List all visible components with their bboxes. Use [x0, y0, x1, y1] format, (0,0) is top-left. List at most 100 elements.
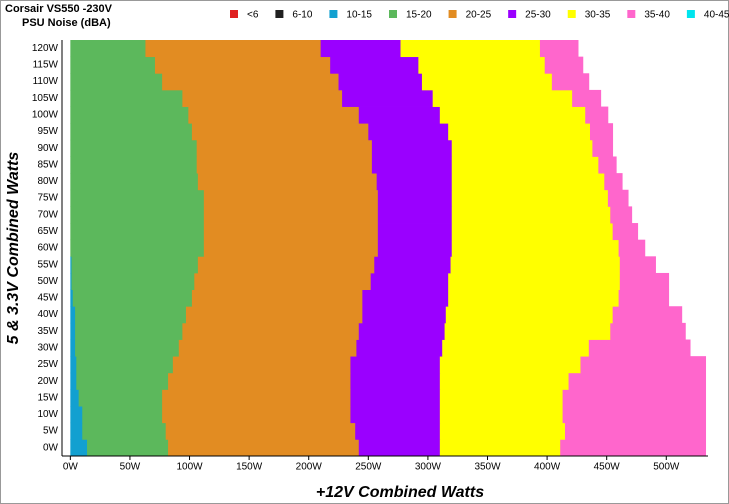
- legend-label: 15-20: [406, 10, 432, 21]
- bar-segment: [400, 40, 541, 58]
- bar-segment: [168, 372, 351, 390]
- bar-segment: [444, 322, 611, 340]
- bar-segment: [448, 289, 620, 307]
- bar-segment: [592, 139, 614, 157]
- bar-segment: [70, 306, 76, 324]
- bar-segment: [356, 339, 443, 357]
- bar-segment: [72, 289, 193, 307]
- legend-label: 10-15: [346, 10, 372, 21]
- bar-segment: [203, 239, 379, 257]
- bar-segment: [451, 139, 593, 157]
- bar-segment: [371, 156, 453, 174]
- x-tick-label: 150W: [236, 462, 263, 473]
- bar-segment: [568, 372, 707, 390]
- bar-segment: [377, 206, 453, 224]
- bar-segment: [71, 256, 199, 274]
- bar-segment: [70, 223, 205, 241]
- y-tick-label: 115W: [33, 60, 59, 71]
- bar-segment: [178, 339, 357, 357]
- bar-segment: [451, 239, 620, 257]
- x-tick-label: 400W: [534, 462, 561, 473]
- bar-segment: [70, 272, 72, 290]
- bar-segment: [70, 73, 163, 91]
- bar-segment: [539, 40, 579, 58]
- bar-segment: [544, 56, 584, 74]
- y-tick-label: 75W: [37, 193, 58, 204]
- bar-segment: [376, 173, 453, 191]
- bar-segment: [70, 289, 74, 307]
- bar-segment: [162, 73, 339, 91]
- bar-segment: [560, 439, 707, 457]
- bar-segment: [358, 106, 441, 124]
- bar-segment: [172, 356, 351, 374]
- bar-segment: [439, 406, 563, 424]
- bar-segment: [70, 206, 205, 224]
- chart-subtitle: PSU Noise (dBA): [22, 17, 111, 29]
- bar-segment: [70, 123, 193, 141]
- bar-segment: [585, 106, 609, 124]
- x-tick-label: 250W: [355, 462, 382, 473]
- bar-segment: [619, 272, 670, 290]
- y-tick-label: 95W: [37, 126, 58, 137]
- chart-title: Corsair VS550 -230V: [5, 3, 113, 15]
- bar-segment: [439, 106, 586, 124]
- bar-segment: [162, 406, 351, 424]
- y-tick-label: 60W: [37, 243, 58, 254]
- bar-segment: [70, 356, 77, 374]
- bar-segment: [70, 156, 198, 174]
- bar-segment: [604, 173, 623, 191]
- legend-swatch: [567, 10, 576, 18]
- bar-segment: [445, 306, 614, 324]
- x-tick-label: 50W: [120, 462, 141, 473]
- legend-swatch: [686, 10, 695, 18]
- y-tick-label: 110W: [33, 76, 59, 87]
- bar-segment: [191, 123, 369, 141]
- bar-segment: [358, 322, 445, 340]
- bar-segment: [203, 189, 379, 207]
- bar-segment: [580, 356, 707, 374]
- bar-segment: [562, 406, 707, 424]
- bar-segment: [76, 372, 169, 390]
- y-tick-label: 100W: [32, 110, 59, 121]
- bar-segment: [439, 439, 561, 457]
- y-tick-label: 0W: [43, 442, 59, 453]
- bar-segment: [350, 372, 441, 390]
- bar-segment: [371, 139, 453, 157]
- bar-segment: [564, 422, 707, 440]
- bar-segment: [338, 73, 423, 91]
- y-tick-label: 70W: [37, 209, 58, 220]
- legend-swatch: [275, 10, 284, 18]
- bar-segment: [439, 356, 581, 374]
- bar-segment: [145, 40, 322, 58]
- bar-segment: [350, 356, 441, 374]
- bar-segment: [70, 422, 83, 440]
- y-tick-label: 40W: [37, 309, 58, 320]
- bar-segment: [70, 389, 80, 407]
- bar-segment: [191, 289, 363, 307]
- bar-segment: [168, 439, 360, 457]
- bar-segment: [320, 40, 401, 58]
- bar-segment: [612, 223, 639, 241]
- x-tick-label: 300W: [415, 462, 442, 473]
- bar-segment: [75, 306, 187, 324]
- bar-segment: [188, 106, 360, 124]
- bar-segment: [197, 256, 375, 274]
- legend-swatch: [329, 10, 338, 18]
- legend-swatch: [508, 10, 517, 18]
- bar-segment: [71, 272, 195, 290]
- bar-segment: [70, 439, 88, 457]
- bar-segment: [612, 306, 683, 324]
- bar-segment: [439, 389, 563, 407]
- bar-segment: [182, 89, 343, 107]
- bar-segment: [362, 306, 447, 324]
- bar-segment: [350, 389, 441, 407]
- legend-swatch: [448, 10, 457, 18]
- bar-segment: [165, 422, 356, 440]
- y-tick-label: 55W: [37, 259, 58, 270]
- bar-segment: [451, 223, 614, 241]
- y-tick-label: 25W: [37, 359, 58, 370]
- bar-segment: [70, 256, 72, 274]
- legend-swatch: [389, 10, 397, 18]
- legend-label: 6-10: [292, 10, 312, 21]
